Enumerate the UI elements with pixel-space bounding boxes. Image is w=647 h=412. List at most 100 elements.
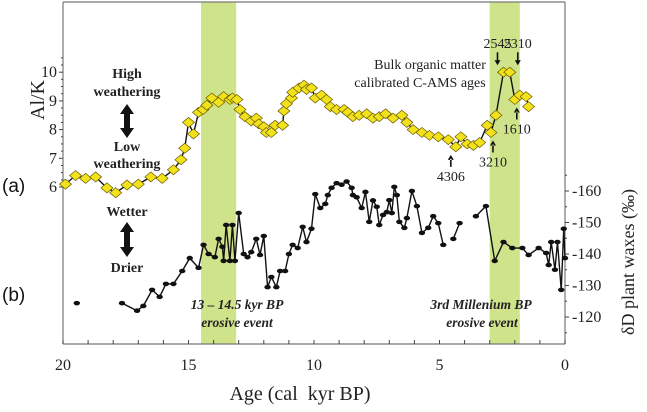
dd-series-point	[256, 252, 264, 258]
dd-series-point	[186, 255, 193, 261]
y-tick-label-alk: 8	[49, 122, 57, 139]
band-1-label-line2: erosive event	[201, 315, 274, 330]
dd-series-point	[535, 245, 542, 251]
alk-series-point	[155, 172, 169, 184]
dd-series-point	[276, 268, 284, 274]
dd-series-point	[369, 198, 377, 203]
dd-series-point	[388, 210, 396, 216]
dd-series-point	[222, 222, 230, 228]
y-tick-label-alk: 9	[49, 93, 57, 110]
y-tick-label-dd: -130	[572, 278, 601, 295]
dd-series-point	[244, 254, 251, 260]
dd-series-point	[547, 239, 555, 245]
dd-series-point	[343, 179, 350, 184]
y-axis-title-dd: δD plant waxes (‰)	[618, 189, 639, 335]
alk-series-point	[178, 142, 192, 154]
arrow-up-icon	[489, 140, 496, 153]
dd-series-point	[148, 287, 156, 293]
dd-series-point	[551, 267, 559, 273]
dd-series-point	[348, 185, 355, 191]
dd-series-point	[408, 188, 416, 194]
alk-series-point	[79, 172, 93, 184]
dd-series-point	[200, 242, 207, 248]
arrow-up-icon	[513, 107, 520, 120]
dd-series-point	[362, 189, 369, 195]
dd-series-point	[285, 251, 293, 257]
dd-series-line	[452, 222, 461, 240]
dd-series-point	[393, 192, 401, 198]
alk-series-point	[395, 109, 409, 121]
age-annotation-1610: 1610	[503, 122, 531, 137]
dd-series-point	[235, 210, 242, 216]
dd-series-point	[205, 251, 212, 257]
alk-series-point	[503, 66, 517, 78]
dd-series-point	[401, 225, 408, 231]
age-annotation-2310: 2310	[504, 37, 532, 52]
dd-series-point	[558, 287, 565, 293]
arrow-down-icon	[494, 52, 501, 66]
alk-series-point	[519, 91, 533, 103]
alk-series-point	[233, 104, 247, 115]
label-drier: Drier	[111, 261, 144, 276]
alk-series-point	[378, 108, 393, 120]
dd-series-point	[226, 258, 234, 264]
dd-series-point	[450, 236, 457, 242]
dd-series-point	[383, 209, 390, 215]
x-tick-label: 20	[55, 357, 71, 374]
dd-series-point	[317, 205, 324, 211]
alk-series-point	[276, 119, 290, 131]
dd-series-point	[220, 258, 227, 264]
dd-series-point	[418, 230, 426, 236]
x-tick-label: 10	[306, 357, 322, 374]
alk-series-point	[422, 129, 437, 141]
band-2-label-line1: 3rd Millenium BP	[429, 297, 532, 312]
dd-series-point	[219, 244, 226, 250]
alk-series-point	[186, 128, 201, 140]
alk-series-point	[489, 109, 503, 121]
dd-series-point	[491, 258, 498, 264]
dd-series-point	[554, 239, 561, 245]
dd-series-point	[170, 281, 177, 287]
annotation-title-2: calibrated C-AMS ages	[354, 76, 485, 91]
dd-series-point	[561, 255, 569, 261]
alk-series-point	[441, 134, 455, 146]
dd-series-point	[456, 220, 463, 226]
age-annotation-2545: 2545	[484, 37, 512, 52]
dd-series-point	[231, 258, 239, 264]
alk-series-point	[181, 116, 196, 128]
dd-series-point	[519, 245, 526, 251]
y-tick-label-alk: 7	[49, 150, 57, 167]
alk-series-point	[400, 116, 414, 128]
dd-series-point	[118, 300, 126, 306]
alk-series-point	[304, 82, 319, 94]
double-arrow-icon-moisture	[120, 222, 134, 257]
dd-series-point	[268, 274, 275, 280]
x-axis-title: Age (cal kyr BP)	[229, 383, 370, 405]
alk-series-point	[89, 171, 103, 183]
x-tick-label: 0	[561, 357, 569, 374]
label-weathering-high: weathering	[94, 85, 161, 100]
dd-series-point	[366, 219, 373, 225]
arrow-down-icon	[514, 52, 521, 66]
dd-series-point	[545, 262, 552, 268]
erosive-event-band-1	[201, 2, 237, 344]
dd-series-point	[240, 251, 247, 257]
erosive-event-band-2	[489, 2, 520, 344]
dd-series-point	[391, 184, 398, 190]
dd-series-point	[308, 226, 315, 232]
y-tick-label-alk: 10	[41, 64, 57, 81]
alk-series-point	[131, 178, 145, 190]
dd-series-line	[121, 180, 444, 312]
alk-series-point	[431, 131, 445, 143]
dd-series-point	[273, 284, 280, 290]
dd-series-point	[133, 308, 141, 314]
label-high: High	[112, 67, 142, 82]
dd-series-point	[509, 245, 516, 251]
dd-series-point	[333, 180, 340, 186]
panel-label-b: (b)	[2, 285, 25, 306]
dd-series-point	[211, 254, 219, 260]
dd-series-point	[396, 219, 403, 225]
alk-series-point	[100, 182, 114, 194]
alk-series-point	[69, 170, 83, 181]
alk-series-point	[484, 127, 498, 138]
